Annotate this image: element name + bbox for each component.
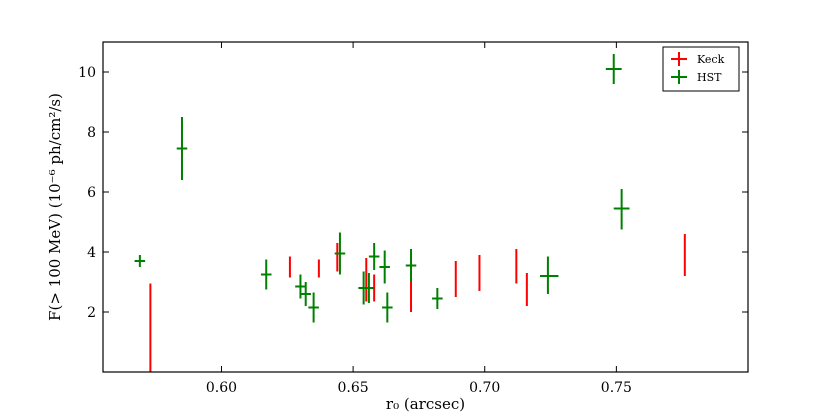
point-hst [540, 256, 559, 294]
point-hst [176, 117, 188, 180]
plot-frame [102, 41, 749, 373]
point-hst [300, 282, 311, 306]
point-hst [308, 292, 319, 323]
y-tick-label: 10 [78, 65, 96, 81]
x-tick-label: 0.65 [338, 380, 369, 396]
point-hst [334, 232, 346, 275]
y-tick-label: 8 [87, 125, 96, 141]
legend-box [662, 46, 740, 92]
point-hst [432, 288, 443, 309]
point-hst [605, 54, 622, 84]
plot-layer [134, 54, 686, 372]
y-tick-label: 4 [87, 245, 96, 261]
point-hst [613, 189, 630, 230]
series-keck [149, 234, 686, 372]
legend-label: Keck [697, 53, 725, 66]
point-hst [382, 292, 393, 323]
point-hst [134, 255, 146, 267]
axes-layer: 0.60 0.65 0.70 0.75 2 4 6 8 10 r₀ (arcsec) F(> 1… [46, 41, 749, 413]
legend-entry-keck: Keck [671, 52, 725, 66]
x-tick-label: 0.70 [469, 380, 500, 396]
x-tick-label: 0.75 [601, 380, 632, 396]
y-tick-label: 2 [87, 305, 96, 321]
series-hst [134, 54, 630, 323]
point-hst [379, 250, 390, 284]
legend: Keck HST [662, 46, 740, 92]
point-hst [363, 273, 375, 303]
y-axis-label: F(> 100 MeV) (10⁻⁶ ph/cm²/s) [46, 93, 64, 321]
ticks-layer: 0.60 0.65 0.70 0.75 2 4 6 8 10 [78, 42, 748, 396]
legend-label: HST [697, 71, 722, 84]
point-hst [260, 259, 272, 290]
legend-entry-hst: HST [671, 70, 722, 84]
point-hst [368, 243, 380, 270]
x-tick-label: 0.60 [206, 380, 237, 396]
y-tick-label: 6 [87, 185, 96, 201]
x-axis-label: r₀ (arcsec) [386, 395, 465, 413]
point-hst [405, 249, 417, 282]
legend-entries: Keck HST [671, 52, 725, 84]
